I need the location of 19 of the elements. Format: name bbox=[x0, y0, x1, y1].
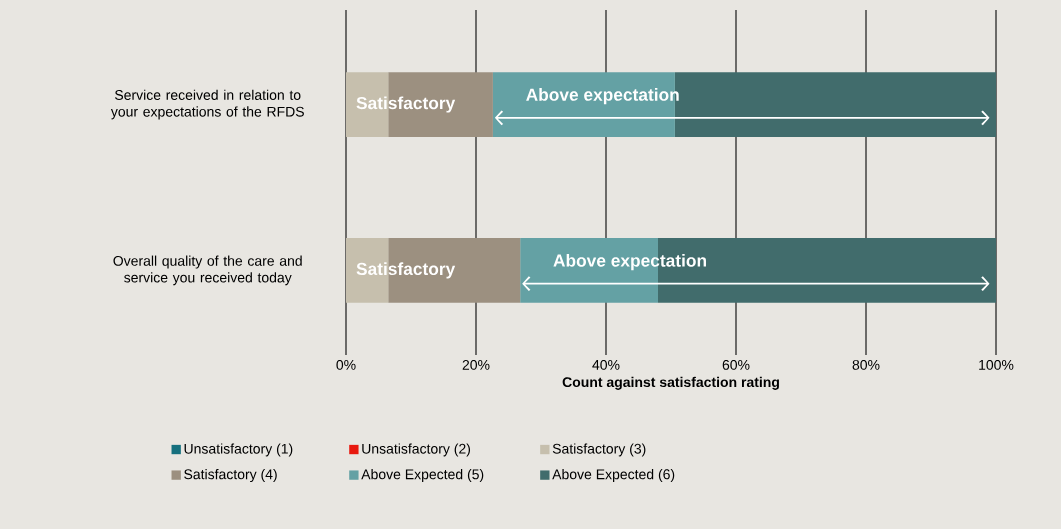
annotation: Above expectation bbox=[526, 88, 679, 105]
legend-label: Unsatisfactory (2) bbox=[362, 443, 471, 457]
x-axis-title: Count against satisfaction rating bbox=[562, 376, 779, 390]
legend-label: Unsatisfactory (1) bbox=[184, 443, 293, 457]
y-tick-label: Service received in relation to your expectations of the RFDS bbox=[110, 89, 304, 120]
legend-label: Above Expected (6) bbox=[552, 468, 675, 483]
x-tick-label: 60% bbox=[722, 359, 750, 370]
annotation: Satisfactory bbox=[356, 96, 456, 113]
annotation: Satisfactory bbox=[356, 262, 456, 279]
x-tick-label: 100% bbox=[979, 359, 1014, 370]
annotation: Above expectation bbox=[553, 253, 706, 271]
legend-label: Satisfactory (4) bbox=[184, 468, 277, 483]
x-tick-label: 20% bbox=[462, 359, 490, 370]
legend-label: Satisfactory (3) bbox=[552, 443, 646, 457]
legend-label: Above Expected (5) bbox=[361, 468, 484, 483]
x-tick-label: 0% bbox=[336, 359, 356, 370]
x-tick-label: 40% bbox=[592, 359, 620, 370]
y-tick-label: Overall quality of the care and service you received today bbox=[113, 255, 302, 286]
x-tick-label: 80% bbox=[852, 359, 880, 370]
